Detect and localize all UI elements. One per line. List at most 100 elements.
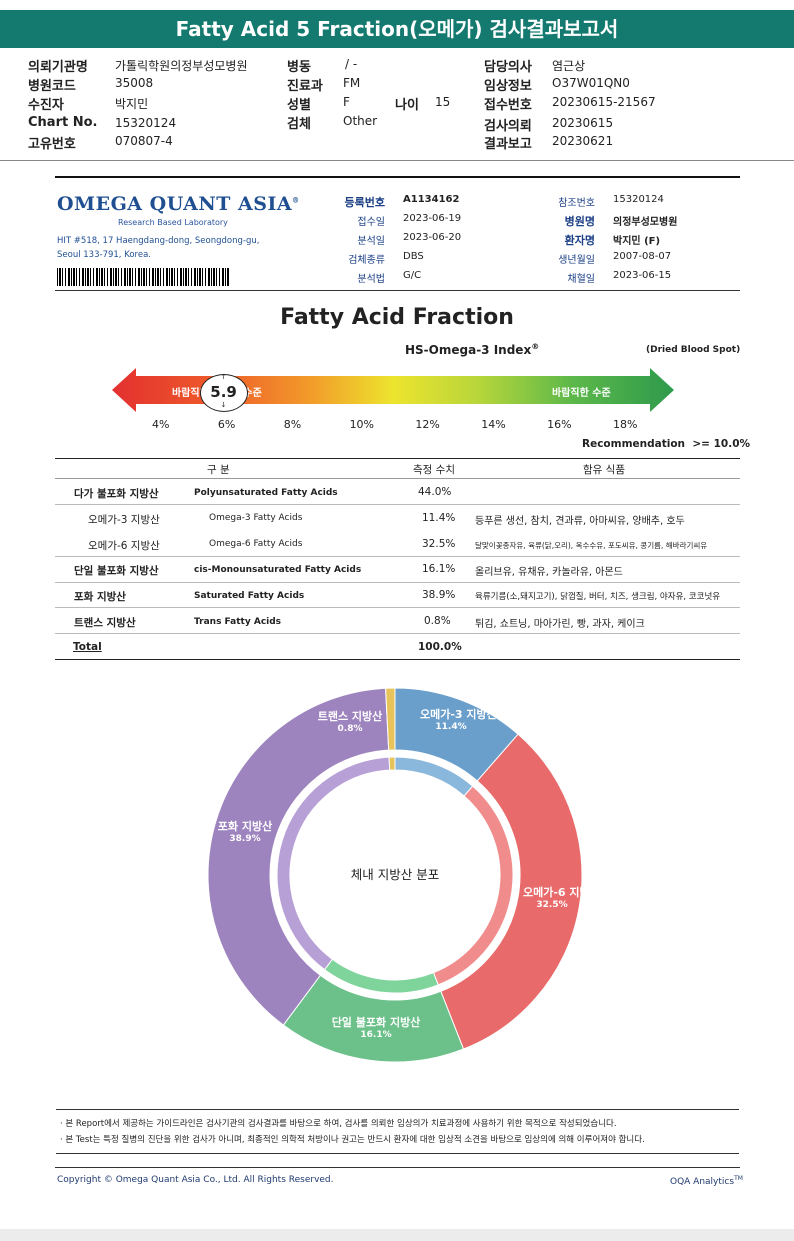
hospital-value: 가톨릭학원의정부성모병원 bbox=[115, 59, 248, 73]
row-divider bbox=[55, 607, 740, 608]
row-divider bbox=[55, 504, 740, 505]
segment-name: 오메가-3 지방산 bbox=[420, 708, 497, 721]
row-foods: 튀김, 쇼트닝, 마아가린, 빵, 과자, 케이크 bbox=[475, 619, 645, 630]
brand-text: OQA AnalyticsTM bbox=[670, 1175, 743, 1187]
donut-slice-saturated bbox=[207, 687, 390, 1026]
table-top-rule bbox=[55, 458, 740, 459]
ward-label: 병동 bbox=[287, 60, 311, 75]
patient-name-value: 박지민 (F) bbox=[613, 236, 661, 247]
lab-address-1: HIT #518, 17 Haengdang-dong, Seongdong-g… bbox=[57, 236, 260, 246]
disclaimer-line-2: · 본 Test는 특정 질병의 진단을 위한 검사가 아니며, 최종적인 의학… bbox=[60, 1135, 645, 1145]
row-en-label: cis-Monounsaturated Fatty Acids bbox=[194, 565, 362, 575]
lab-logo-text: OMEGA QUANT ASIA bbox=[57, 193, 293, 215]
reg-no-label: 등록번호 bbox=[344, 196, 385, 209]
hospital-name-label: 병원명 bbox=[564, 215, 595, 228]
segment-percent: 16.1% bbox=[360, 1030, 392, 1040]
lab-address-2: Seoul 133-791, Korea. bbox=[57, 250, 151, 260]
brand-name: OQA Analytics bbox=[670, 1177, 735, 1187]
donut-slice-trans bbox=[385, 687, 396, 751]
gauge-tick: 18% bbox=[613, 418, 638, 431]
patient-label: 수진자 bbox=[28, 98, 64, 113]
lab-logo: OMEGA QUANT ASIA® bbox=[57, 193, 300, 215]
row-value: 38.9% bbox=[422, 589, 456, 601]
gauge-down-arrow-icon: ↓ bbox=[220, 401, 227, 409]
segment-label-omega6: 오메가-6 지방산 32.5% bbox=[523, 884, 600, 910]
index-label-mark: ® bbox=[531, 342, 540, 351]
segment-percent: 38.9% bbox=[229, 834, 261, 844]
age-value: 15 bbox=[435, 95, 451, 109]
segment-name: 트랜스 지방산 bbox=[317, 710, 383, 723]
clinical-info-label: 임상정보 bbox=[484, 79, 532, 94]
received-label: 접수일 bbox=[357, 217, 385, 228]
segment-percent: 0.8% bbox=[337, 724, 363, 734]
sex-value: F bbox=[343, 95, 350, 109]
segment-name: 포화 지방산 bbox=[217, 820, 273, 833]
col-header-category: 구 분 bbox=[207, 464, 230, 476]
chart-no-label: Chart No. bbox=[28, 115, 98, 130]
unique-no-label: 고유번호 bbox=[28, 137, 76, 152]
hospital-code-label: 병원코드 bbox=[28, 79, 76, 94]
segment-label-omega3: 오메가-3 지방산 11.4% bbox=[420, 706, 497, 732]
disclaimer-box: · 본 Report에서 제공하는 가이드라인은 검사기관의 검사결과를 바탕으… bbox=[56, 1109, 739, 1154]
gauge-tick: 6% bbox=[217, 418, 236, 431]
row-ko-label: 트랜스 지방산 bbox=[74, 617, 136, 629]
row-value: 32.5% bbox=[422, 538, 456, 550]
row-value: 11.4% bbox=[422, 512, 456, 524]
donut-center-title: 체내 지방산 분포 bbox=[350, 867, 440, 882]
patient-value: 박지민 bbox=[115, 97, 149, 111]
collection-label: 채혈일 bbox=[567, 274, 595, 285]
row-foods: 등푸른 생선, 참치, 견과류, 아마씨유, 양배추, 호두 bbox=[475, 516, 685, 527]
gauge-tick: 8% bbox=[283, 418, 302, 431]
unique-no-value: 070807-4 bbox=[115, 134, 173, 148]
hospital-label: 의뢰기관명 bbox=[28, 60, 88, 75]
chart-no-value: 15320124 bbox=[115, 116, 177, 130]
received-value: 2023-06-19 bbox=[403, 213, 462, 224]
receipt-no-value: 20230615-21567 bbox=[552, 95, 656, 109]
specimen-value: Other bbox=[343, 114, 378, 128]
sample-type-label: 검체종류 bbox=[348, 255, 385, 266]
row-divider bbox=[55, 582, 740, 583]
row-divider bbox=[55, 556, 740, 557]
segment-label-saturated: 포화 지방산 38.9% bbox=[208, 818, 282, 844]
gauge-right-label: 바람직한 수준 bbox=[552, 388, 611, 399]
ward-value: / - bbox=[345, 57, 358, 71]
footer-rule bbox=[55, 1167, 740, 1168]
fatty-acid-donut-chart bbox=[207, 687, 583, 1063]
index-label: HS-Omega-3 Index® bbox=[405, 342, 539, 357]
table-bottom-rule bbox=[55, 659, 740, 660]
sample-type-note: (Dried Blood Spot) bbox=[646, 345, 741, 355]
analyzed-label: 분석일 bbox=[357, 236, 385, 247]
reg-no-value: A1134162 bbox=[403, 194, 460, 205]
analyzed-value: 2023-06-20 bbox=[403, 232, 462, 243]
age-label: 나이 bbox=[395, 98, 419, 113]
table-header-rule bbox=[55, 478, 740, 479]
lab-top-rule bbox=[55, 176, 740, 178]
omega-index-gauge bbox=[112, 368, 674, 412]
gauge-up-arrow-icon: ↑ bbox=[220, 373, 227, 381]
gauge-value-text: 5.9 bbox=[210, 383, 237, 401]
receipt-no-label: 접수번호 bbox=[484, 98, 532, 113]
sample-type-value: DBS bbox=[403, 251, 424, 262]
gauge-arrow-bar bbox=[112, 368, 674, 412]
patient-name-label: 환자명 bbox=[564, 234, 595, 247]
row-ko-label: 포화 지방산 bbox=[74, 591, 126, 603]
sex-label: 성별 bbox=[287, 98, 311, 113]
department-value: FM bbox=[343, 76, 361, 90]
row-value: 16.1% bbox=[422, 563, 456, 575]
method-value: G/C bbox=[403, 270, 422, 281]
doctor-value: 염근상 bbox=[552, 59, 586, 73]
row-en-label: Trans Fatty Acids bbox=[194, 617, 282, 627]
row-value: 44.0% bbox=[418, 486, 452, 498]
ref-no-value: 15320124 bbox=[613, 194, 664, 205]
barcode-image bbox=[57, 268, 229, 286]
row-en-label: Omega-6 Fatty Acids bbox=[209, 539, 303, 549]
disclaimer-line-1: · 본 Report에서 제공하는 가이드라인은 검사기관의 검사결과를 바탕으… bbox=[60, 1119, 617, 1129]
row-en-label: Polyunsaturated Fatty Acids bbox=[194, 488, 338, 498]
gauge-value-marker: 5.9 ↑ ↓ bbox=[199, 373, 248, 412]
hospital-code-value: 35008 bbox=[115, 76, 154, 90]
hospital-name-value: 의정부성모병원 bbox=[613, 217, 678, 228]
department-label: 진료과 bbox=[287, 79, 323, 94]
row-ko-label: 오메가-6 지방산 bbox=[88, 540, 160, 552]
total-value: 100.0% bbox=[418, 641, 462, 653]
